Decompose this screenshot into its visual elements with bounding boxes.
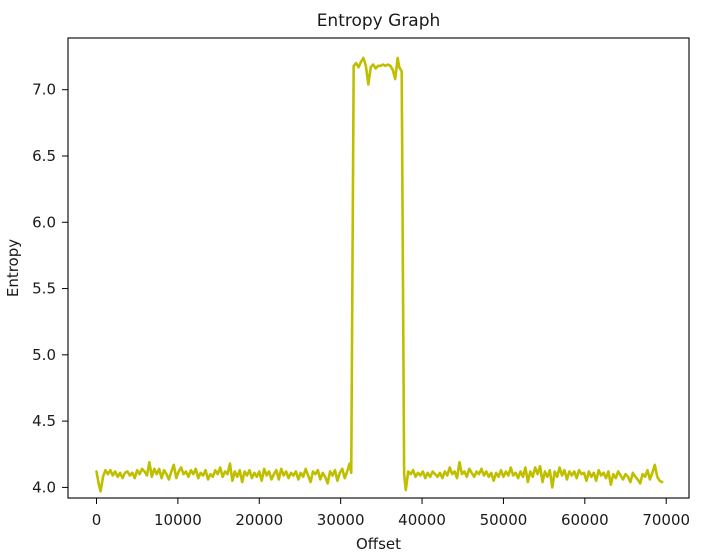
x-axis-tick-label: 0: [92, 511, 102, 529]
y-axis-title: Entropy: [4, 239, 22, 297]
x-axis-tick-label: 30000: [317, 511, 365, 529]
y-axis-tick-label: 4.5: [32, 412, 56, 430]
x-axis-tick-label: 20000: [235, 511, 283, 529]
y-axis-tick-label: 5.5: [32, 280, 56, 298]
x-axis-tick-label: 40000: [398, 511, 446, 529]
plot-area: [68, 38, 689, 498]
y-axis-tick-label: 7.0: [32, 81, 56, 99]
y-axis-tick-label: 6.0: [32, 213, 56, 231]
y-axis-tick-label: 5.0: [32, 346, 56, 364]
x-axis-tick-label: 60000: [561, 511, 609, 529]
series-layer: [95, 56, 664, 493]
y-axis-tick-label: 6.5: [32, 147, 56, 165]
x-axis-tick-label: 50000: [480, 511, 528, 529]
chart-title: Entropy Graph: [317, 11, 441, 31]
plot-frame: [67, 37, 690, 499]
x-axis-tick-label: 70000: [642, 511, 690, 529]
x-axis-ticks: 0 10000 20000 30000 40000 50000 60000 70000: [92, 498, 690, 529]
x-axis-title: Offset: [356, 535, 401, 553]
y-axis-tick-label: 4.0: [32, 478, 56, 496]
entropy-series-line: [95, 56, 664, 493]
x-axis-tick-label: 10000: [154, 511, 202, 529]
y-axis-ticks: 4.0 4.5 5.0 5.5 6.0 6.5 7.0: [32, 81, 68, 496]
